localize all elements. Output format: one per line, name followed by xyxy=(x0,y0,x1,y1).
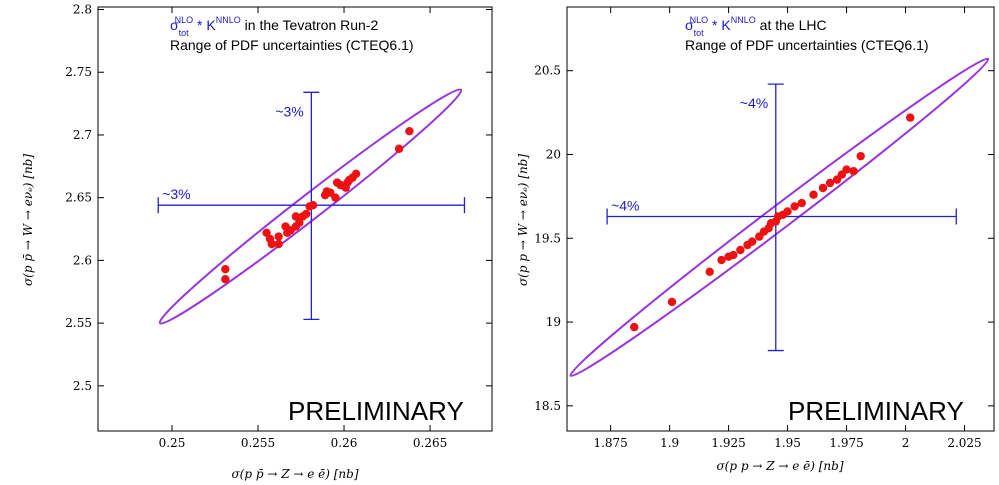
data-points xyxy=(630,113,915,332)
data-points xyxy=(221,126,414,284)
data-point xyxy=(790,202,799,211)
axis-ticks: 1.875 1.9 1.925 1.95 1.975 2 2.025 18.5 19 19.5 20… xyxy=(534,7,994,450)
plot-frame xyxy=(566,6,995,432)
data-point xyxy=(818,183,828,193)
x-tick-label: 0.255 xyxy=(241,436,275,450)
data-point xyxy=(221,275,230,284)
data-point xyxy=(849,167,858,176)
chart-subtitle: Range of PDF uncertainties (CTEQ6.1) xyxy=(685,37,929,53)
y-tick-label: 20.5 xyxy=(534,64,561,78)
x-axis-label: σ(p p̄ → Z → e ē) [nb] xyxy=(231,467,358,481)
x-tick-label: 0.265 xyxy=(413,436,447,450)
data-point xyxy=(809,190,818,199)
x-tick-label: 1.925 xyxy=(711,436,745,450)
x-error-label: ~3% xyxy=(162,186,190,202)
data-point xyxy=(291,212,301,221)
x-error-label: ~4% xyxy=(611,197,639,213)
preliminary-watermark: PRELIMINARY xyxy=(788,396,964,426)
chart-title: σtotNLO * KNNLO at the LHC xyxy=(685,15,827,38)
data-point xyxy=(783,207,792,216)
data-point xyxy=(729,250,738,260)
tevatron-panel: 0.25 0.255 0.26 0.265 2.5 2.55 2.6 2.65 2.7 2.75 2… xyxy=(21,3,493,481)
ellipse-outline xyxy=(158,88,463,325)
uncertainty-ellipse xyxy=(569,57,990,377)
data-point xyxy=(705,267,714,276)
data-point xyxy=(274,239,283,249)
data-point xyxy=(351,169,361,179)
y-tick-label: 2.75 xyxy=(65,65,92,79)
data-point xyxy=(301,209,311,219)
uncertainty-ellipse xyxy=(158,88,463,325)
x-tick-label: 1.875 xyxy=(593,436,627,450)
data-point xyxy=(906,113,915,122)
axis-ticks: 0.25 0.255 0.26 0.265 2.5 2.55 2.6 2.65 2.7 2.75 2… xyxy=(65,3,492,450)
y-tick-label: 2.55 xyxy=(65,316,92,330)
y-tick-label: 18.5 xyxy=(534,399,561,413)
x-axis-label: σ(p p → Z → e ē) [nb] xyxy=(716,459,843,473)
y-axis-label: σ(p p → W → eνₑ) [nb] xyxy=(516,154,530,286)
y-tick-label: 2.65 xyxy=(65,191,92,205)
data-point xyxy=(295,218,304,227)
data-point xyxy=(262,228,271,237)
x-tick-label: 0.26 xyxy=(331,436,358,450)
data-point xyxy=(274,232,283,241)
data-point xyxy=(825,178,835,188)
data-point xyxy=(331,193,340,202)
y-error-label: ~3% xyxy=(275,103,303,119)
y-tick-label: 2.6 xyxy=(73,253,92,267)
x-tick-label: 2.025 xyxy=(947,436,981,450)
data-point xyxy=(856,151,865,161)
y-tick-label: 20 xyxy=(546,147,561,161)
data-point xyxy=(842,165,851,174)
preliminary-watermark: PRELIMINARY xyxy=(288,396,464,426)
data-point xyxy=(308,201,318,210)
y-tick-label: 19.5 xyxy=(534,231,561,245)
data-point xyxy=(326,188,335,197)
data-point xyxy=(267,239,276,249)
ellipse-outline xyxy=(569,57,990,377)
data-point xyxy=(405,126,414,136)
lhc-panel: 1.875 1.9 1.925 1.95 1.975 2 2.025 18.5 19 19.5 20… xyxy=(516,6,995,473)
data-point xyxy=(717,255,726,265)
y-error-label: ~4% xyxy=(740,95,768,111)
x-tick-label: 1.975 xyxy=(829,436,863,450)
data-point xyxy=(221,264,230,274)
data-point xyxy=(736,245,745,255)
data-point xyxy=(797,198,806,208)
data-point xyxy=(667,297,677,307)
y-tick-label: 19 xyxy=(546,315,561,329)
y-axis-label: σ(p p̄ → W → eνₑ) [nb] xyxy=(21,154,35,286)
y-tick-label: 2.7 xyxy=(73,128,92,142)
y-tick-label: 2.8 xyxy=(73,3,92,17)
x-tick-label: 1.9 xyxy=(660,436,679,450)
x-tick-label: 2 xyxy=(902,436,910,450)
y-tick-label: 2.5 xyxy=(73,379,92,393)
x-tick-label: 1.95 xyxy=(774,436,801,450)
data-point xyxy=(394,144,404,153)
data-point xyxy=(630,322,639,332)
x-tick-label: 0.25 xyxy=(159,436,186,450)
plot-frame xyxy=(97,6,493,432)
data-point xyxy=(747,237,757,246)
chart-subtitle: Range of PDF uncertainties (CTEQ6.1) xyxy=(170,37,414,53)
chart-title: σtotNLO * KNNLO in the Tevatron Run-2 xyxy=(170,15,378,38)
